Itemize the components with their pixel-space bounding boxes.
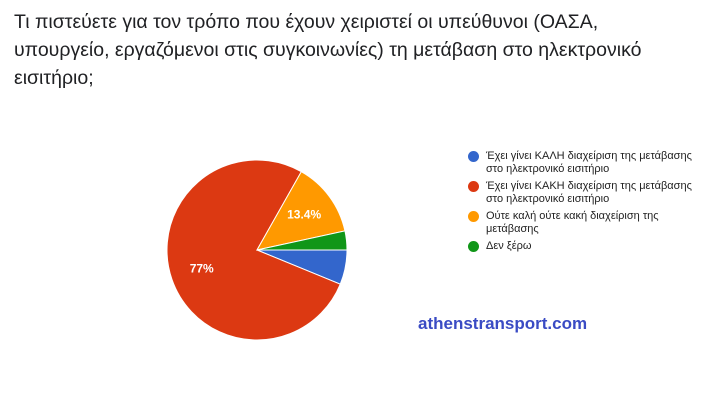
legend: Έχει γίνει ΚΑΛΗ διαχείριση της μετάβασης…: [468, 150, 693, 257]
legend-swatch: [468, 211, 479, 222]
pie-slice: [256, 230, 348, 251]
data-label: 77%: [190, 261, 214, 275]
legend-label: Έχει γίνει ΚΑΛΗ διαχείριση της μετάβασης…: [486, 150, 692, 175]
legend-swatch: [468, 151, 479, 162]
data-label: 13.4%: [287, 207, 321, 221]
legend-label: Ούτε καλή ούτε κακή διαχείριση της μετάβ…: [486, 210, 659, 235]
source: athenstransport.com: [418, 314, 588, 333]
chart-title: Τι πιστεύετε για τον τρόπο που έχουν χει…: [14, 11, 642, 89]
pie-slice: [256, 171, 346, 251]
pie-slice: [166, 159, 341, 341]
legend-entry: Ούτε καλή ούτε κακή διαχείριση της μετάβ…: [468, 210, 693, 236]
legend-swatch: [468, 181, 479, 192]
legend-label: Έχει γίνει ΚΑΚΗ διαχείριση της μετάβασης…: [486, 180, 692, 205]
legend-entry: Έχει γίνει ΚΑΚΗ διαχείριση της μετάβασης…: [468, 180, 693, 206]
legend-swatch: [468, 241, 479, 252]
legend-label: Δεν ξέρω: [486, 240, 532, 252]
legend-entry: Έχει γίνει ΚΑΛΗ διαχείριση της μετάβασης…: [468, 150, 693, 176]
legend-entry: Δεν ξέρω: [468, 240, 693, 253]
